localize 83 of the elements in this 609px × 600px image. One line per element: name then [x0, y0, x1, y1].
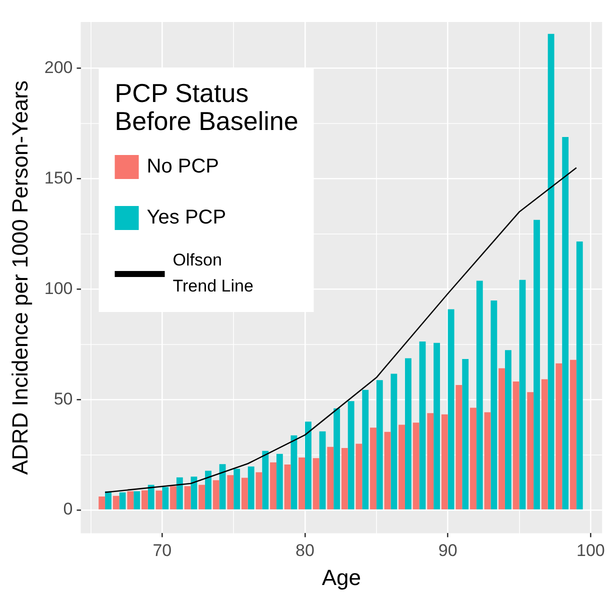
bar [512, 381, 520, 510]
bar [384, 432, 391, 510]
bar [127, 491, 134, 510]
bar [441, 414, 448, 510]
bar [98, 496, 106, 510]
bar [298, 457, 306, 510]
bar [490, 300, 498, 510]
bar [219, 464, 226, 510]
bar [119, 492, 126, 510]
bar [390, 374, 398, 510]
bar [527, 392, 534, 510]
bar [176, 477, 183, 510]
bar [562, 137, 569, 510]
bar [170, 486, 176, 510]
x-tick-label: 80 [296, 541, 314, 560]
y-tick-label: 100 [44, 278, 73, 298]
bar [262, 450, 269, 510]
bar [427, 413, 434, 510]
bar [234, 468, 240, 510]
legend-label: Yes PCP [146, 206, 226, 229]
bar [276, 454, 283, 510]
bar [348, 401, 354, 510]
bar [341, 448, 348, 510]
bar [284, 464, 291, 510]
bar [190, 476, 198, 510]
bar [270, 462, 276, 510]
bar [398, 424, 405, 510]
bar [534, 220, 540, 510]
bar [576, 241, 583, 510]
bar [327, 446, 334, 510]
bar [405, 358, 412, 510]
bar [498, 368, 505, 510]
bar [541, 379, 548, 510]
y-tick-label: 200 [44, 58, 73, 78]
bar [448, 309, 454, 510]
bar [570, 360, 576, 510]
x-tick-label: 100 [576, 541, 605, 560]
bar [462, 358, 469, 510]
bar [456, 385, 462, 510]
bar [334, 408, 340, 510]
y-tick-label: 150 [44, 168, 73, 188]
bar [556, 363, 562, 510]
bar [470, 408, 476, 510]
bar [548, 34, 554, 510]
legend-label: Olfson Trend Line [172, 250, 254, 296]
bar [256, 472, 262, 510]
bar [504, 350, 512, 510]
bar [105, 491, 112, 510]
bar [319, 431, 326, 510]
y-tick-label: 50 [54, 389, 73, 408]
bar [134, 491, 140, 510]
bar [305, 422, 312, 510]
y-tick-label: 0 [63, 500, 73, 519]
bar [248, 466, 254, 510]
bar [484, 412, 491, 510]
legend-title: PCP Status Before Baseline [114, 78, 298, 136]
bar [227, 475, 234, 510]
bar [184, 486, 191, 510]
bar [241, 478, 248, 510]
bar [205, 470, 212, 510]
bar [412, 422, 420, 510]
x-tick-label: 90 [438, 541, 458, 560]
bar [519, 280, 526, 510]
bar [148, 484, 154, 510]
bar [198, 484, 206, 510]
x-tick-label: 70 [152, 541, 172, 560]
bar [370, 428, 376, 510]
bar [141, 490, 148, 510]
bar [356, 444, 362, 510]
legend-label: No PCP [146, 156, 220, 178]
bar [376, 380, 383, 510]
bar [112, 496, 120, 510]
x-axis-title: Age [322, 564, 362, 590]
y-axis-title: ADRD Incidence per 1000 Person-Years [7, 80, 32, 475]
bar [162, 487, 169, 510]
bar [312, 458, 320, 510]
bar [362, 390, 369, 510]
bar [476, 280, 483, 510]
bar [156, 490, 162, 510]
bar [290, 435, 298, 510]
bar [434, 342, 440, 510]
bar [212, 480, 220, 510]
bar [419, 342, 426, 510]
